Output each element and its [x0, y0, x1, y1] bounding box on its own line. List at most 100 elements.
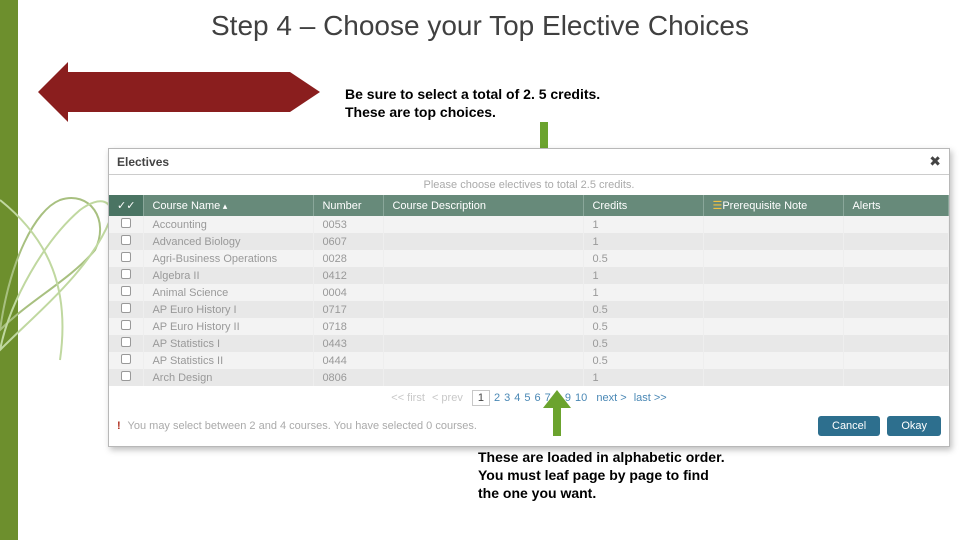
cell-alerts	[844, 267, 949, 284]
row-checkbox[interactable]	[121, 337, 131, 347]
cell-prereq	[704, 318, 844, 335]
cell-alerts	[844, 335, 949, 352]
cell-desc	[384, 284, 584, 301]
cell-credits: 0.5	[584, 318, 704, 335]
pager-page[interactable]: 2	[494, 392, 500, 404]
cell-number: 0444	[314, 352, 384, 369]
col-desc[interactable]: Course Description	[384, 195, 584, 216]
cell-desc	[384, 335, 584, 352]
cell-name: Accounting	[144, 216, 314, 233]
pager-page[interactable]: 6	[535, 392, 541, 404]
cell-number: 0806	[314, 369, 384, 386]
table-row[interactable]: AP Statistics II0444 0.5	[109, 352, 949, 369]
col-alerts[interactable]: Alerts	[844, 195, 949, 216]
cell-desc	[384, 233, 584, 250]
row-checkbox[interactable]	[121, 252, 131, 262]
cell-name: AP Euro History I	[144, 301, 314, 318]
row-checkbox[interactable]	[121, 269, 131, 279]
arrow-up-icon	[543, 390, 571, 436]
cell-desc	[384, 369, 584, 386]
cell-desc	[384, 267, 584, 284]
cell-prereq	[704, 284, 844, 301]
col-credits[interactable]: Credits	[584, 195, 704, 216]
table-row[interactable]: AP Statistics I0443 0.5	[109, 335, 949, 352]
table-row[interactable]: AP Euro History I07170.5	[109, 301, 949, 318]
cell-name: Arch Design	[144, 369, 314, 386]
page-title: Step 4 – Choose your Top Elective Choice…	[0, 10, 960, 42]
callout-bottom: These are loaded in alphabetic order. Yo…	[478, 448, 725, 503]
row-checkbox[interactable]	[121, 371, 131, 381]
cancel-button[interactable]: Cancel	[818, 416, 880, 436]
pager-next[interactable]: next >	[596, 392, 626, 404]
table-row[interactable]: Algebra II04121	[109, 267, 949, 284]
okay-button[interactable]: Okay	[887, 416, 941, 436]
col-checkbox: ✓✓	[109, 195, 144, 216]
cell-prereq	[704, 267, 844, 284]
warning-icon: !	[117, 420, 121, 432]
cell-alerts	[844, 233, 949, 250]
cell-credits: 1	[584, 233, 704, 250]
callout-top-line1: Be sure to select a total of 2. 5 credit…	[345, 85, 600, 103]
panel-instruction: Please choose electives to total 2.5 cre…	[109, 175, 949, 195]
cell-prereq	[704, 352, 844, 369]
row-checkbox[interactable]	[121, 354, 131, 364]
pager-page[interactable]: 10	[575, 392, 587, 404]
cell-credits: 0.5	[584, 352, 704, 369]
cell-name: Agri-Business Operations	[144, 250, 314, 267]
close-icon[interactable]: ✖	[929, 153, 941, 170]
pager-last[interactable]: last >>	[634, 392, 667, 404]
table-row[interactable]: Advanced Biology06071	[109, 233, 949, 250]
panel-title: Electives	[117, 155, 169, 169]
cell-prereq	[704, 233, 844, 250]
row-checkbox[interactable]	[121, 286, 131, 296]
courses-table: ✓✓ Course Name Number Course Description…	[109, 195, 949, 386]
cell-alerts	[844, 318, 949, 335]
cell-name: AP Statistics I	[144, 335, 314, 352]
cell-credits: 1	[584, 369, 704, 386]
cell-credits: 1	[584, 267, 704, 284]
cell-credits: 0.5	[584, 250, 704, 267]
callout-top-line2: These are top choices.	[345, 103, 600, 121]
row-checkbox[interactable]	[121, 235, 131, 245]
row-checkbox[interactable]	[121, 320, 131, 330]
row-checkbox[interactable]	[121, 303, 131, 313]
electives-panel: Electives ✖ Please choose electives to t…	[108, 148, 950, 447]
callout-top: Be sure to select a total of 2. 5 credit…	[345, 85, 600, 121]
col-name[interactable]: Course Name	[144, 195, 314, 216]
cell-number: 0028	[314, 250, 384, 267]
pager-first: << first	[391, 392, 425, 404]
cell-credits: 0.5	[584, 335, 704, 352]
pager-prev: < prev	[432, 392, 463, 404]
cell-number: 0718	[314, 318, 384, 335]
cell-credits: 0.5	[584, 301, 704, 318]
cell-prereq	[704, 301, 844, 318]
footer-message: You may select between 2 and 4 courses. …	[128, 420, 477, 432]
callout-bottom-line1: These are loaded in alphabetic order.	[478, 448, 725, 466]
pager-page[interactable]: 4	[514, 392, 520, 404]
cell-prereq	[704, 250, 844, 267]
pager-page[interactable]: 5	[524, 392, 530, 404]
col-number[interactable]: Number	[314, 195, 384, 216]
cell-prereq	[704, 369, 844, 386]
cell-alerts	[844, 369, 949, 386]
cell-prereq	[704, 335, 844, 352]
table-row[interactable]: Animal Science00041	[109, 284, 949, 301]
cell-alerts	[844, 352, 949, 369]
table-row[interactable]: Accounting00531	[109, 216, 949, 233]
cell-number: 0443	[314, 335, 384, 352]
row-checkbox[interactable]	[121, 218, 131, 228]
pager-page[interactable]: 3	[504, 392, 510, 404]
arrow-block-decoration	[38, 62, 320, 122]
cell-name: Animal Science	[144, 284, 314, 301]
cell-name: AP Statistics II	[144, 352, 314, 369]
cell-number: 0412	[314, 267, 384, 284]
col-prereq[interactable]: Prerequisite Note	[704, 195, 844, 216]
cell-desc	[384, 301, 584, 318]
cell-name: Advanced Biology	[144, 233, 314, 250]
table-row[interactable]: Arch Design0806 1	[109, 369, 949, 386]
table-row[interactable]: Agri-Business Operations0028 0.5	[109, 250, 949, 267]
callout-bottom-line3: the one you want.	[478, 484, 725, 502]
cell-desc	[384, 250, 584, 267]
table-row[interactable]: AP Euro History II07180.5	[109, 318, 949, 335]
callout-bottom-line2: You must leaf page by page to find	[478, 466, 725, 484]
